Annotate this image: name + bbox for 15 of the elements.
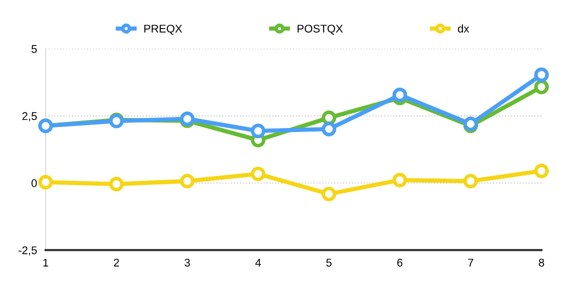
x-tick-label: 7 bbox=[468, 258, 474, 266]
x-tick-label: 5 bbox=[326, 258, 332, 267]
x-tick-label: 4 bbox=[255, 258, 261, 266]
x-tick-label: 2 bbox=[114, 258, 119, 266]
y-tick-label: -2,5 bbox=[18, 246, 37, 256]
y-tick-label: 5 bbox=[32, 45, 37, 53]
legend-label: POSTQX bbox=[298, 24, 343, 35]
x-tick-label: 1 bbox=[43, 258, 48, 266]
y-tick-label: 0 bbox=[32, 179, 37, 188]
legend-label: PREQX bbox=[144, 24, 182, 35]
y-tick-label: 2,5 bbox=[22, 112, 37, 122]
legend-label: dx bbox=[458, 24, 470, 33]
x-tick-label: 6 bbox=[397, 258, 402, 267]
x-tick-label: 3 bbox=[184, 258, 190, 267]
x-tick-label: 8 bbox=[538, 258, 544, 267]
